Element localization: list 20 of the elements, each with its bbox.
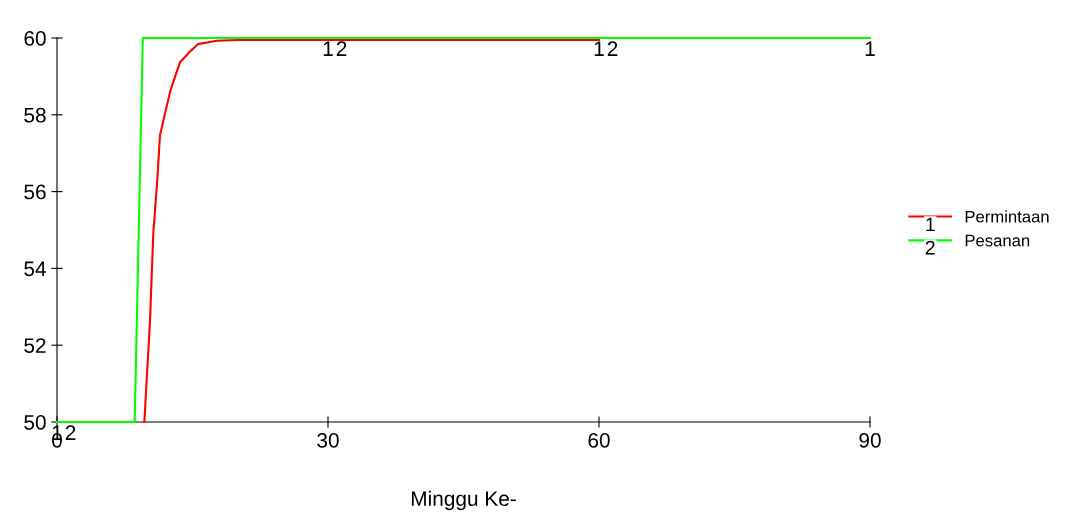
y-tick-label: 56 — [24, 184, 46, 200]
x-tick-label: 90 — [859, 432, 881, 448]
annotation: 1 — [594, 41, 604, 56]
annotation: 1 — [865, 41, 875, 56]
legend-label: Permintaan — [965, 210, 1049, 223]
annotation: 2 — [336, 41, 347, 56]
annotation: 2 — [607, 41, 618, 56]
y-tick-label: 60 — [24, 31, 46, 46]
annotation: 1 — [323, 41, 333, 56]
y-tick-label: 52 — [24, 338, 46, 353]
text: 1 — [926, 217, 935, 232]
text: 2 — [925, 240, 935, 255]
y-tick-label: 54 — [24, 261, 46, 277]
annotation: 2 — [65, 425, 76, 440]
x-tick-label: 60 — [588, 432, 610, 448]
y-tick-label: 58 — [24, 107, 46, 123]
x-axis-title: Minggu Ke- — [411, 490, 516, 511]
x-tick-label: 30 — [317, 432, 339, 448]
y-tick-label: 50 — [24, 415, 46, 430]
legend-label: Pesanan — [965, 234, 1030, 247]
